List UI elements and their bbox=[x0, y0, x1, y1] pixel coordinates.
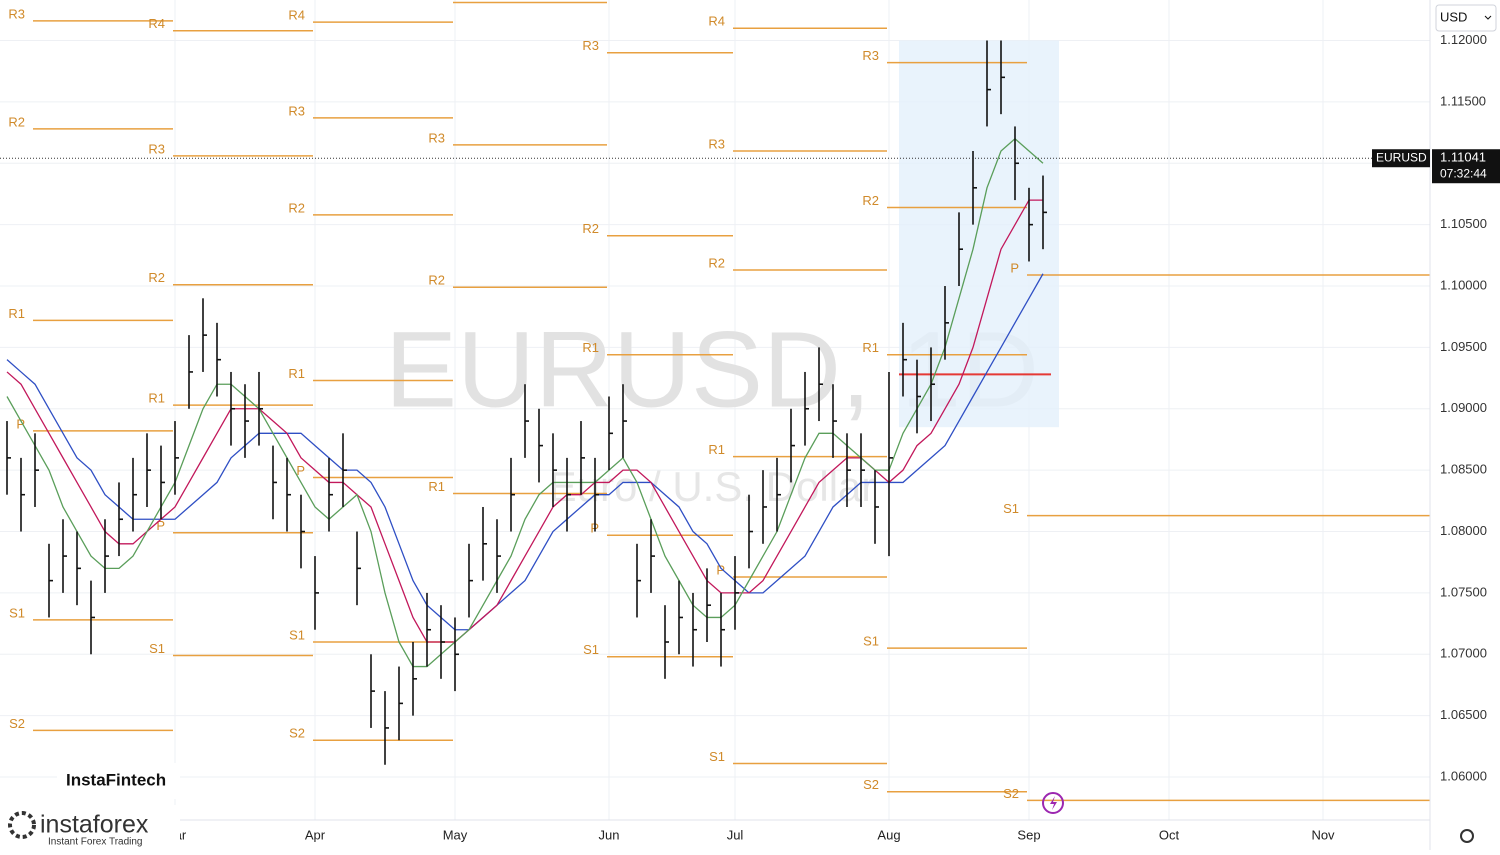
y-tick-label: 1.09000 bbox=[1440, 400, 1487, 415]
pivot-label: R3 bbox=[862, 48, 879, 63]
volume-profile bbox=[899, 40, 1059, 428]
currency: USD bbox=[1440, 9, 1467, 24]
y-tick-label: 1.11500 bbox=[1440, 93, 1486, 108]
moving-average bbox=[6, 137, 1044, 668]
pivot-label: R1 bbox=[8, 306, 25, 321]
y-tick-label: 1.10500 bbox=[1440, 216, 1487, 231]
y-tick-label: 1.07000 bbox=[1440, 646, 1487, 661]
x-tick-label: Apr bbox=[305, 827, 326, 842]
logo-icon bbox=[8, 811, 36, 839]
pivot-label: S2 bbox=[863, 777, 879, 792]
pivot-label: R2 bbox=[288, 200, 305, 215]
pivot-label: R1 bbox=[288, 366, 305, 381]
pivot-label: S1 bbox=[289, 627, 305, 642]
pivot-label: S1 bbox=[149, 641, 165, 656]
pivot-label: P bbox=[156, 518, 165, 533]
pivot-label: R1 bbox=[708, 442, 725, 457]
pivot-label: R2 bbox=[582, 221, 599, 236]
pivot-label: R2 bbox=[428, 273, 445, 288]
plot: R3 R2 R1 P S1 S2 R4 R3 R2 R1 P S1 R4 R3 R2 R1 P S1 S2 R4 R3 R… bbox=[0, 0, 1430, 802]
pivot-label: S1 bbox=[863, 634, 879, 649]
symbol-tag bbox=[1372, 149, 1430, 168]
countdown: 07:32:44 bbox=[1440, 166, 1487, 180]
pivot-label: P bbox=[1010, 260, 1019, 275]
x-tick-label: Aug bbox=[877, 827, 900, 842]
pivot-label: P bbox=[296, 463, 305, 478]
symbol-label: EURUSD bbox=[1376, 150, 1427, 164]
event-icon[interactable] bbox=[1042, 792, 1064, 814]
y-tick-label: 1.10000 bbox=[1440, 277, 1487, 292]
pivot-label: R1 bbox=[582, 340, 599, 355]
brand: InstaFintech bbox=[66, 770, 166, 789]
pivot-label: R2 bbox=[862, 193, 879, 208]
pivot-label: S2 bbox=[1003, 786, 1019, 801]
pivot-label: R2 bbox=[8, 114, 25, 129]
moving-average bbox=[6, 273, 1044, 631]
pivot-label: R3 bbox=[708, 136, 725, 151]
pivot-label: P bbox=[16, 416, 25, 431]
x-tick-label: Jun bbox=[599, 827, 620, 842]
pivot-label: R2 bbox=[708, 255, 725, 270]
pivot-label: R4 bbox=[708, 14, 725, 29]
pivot-label: S2 bbox=[9, 716, 25, 731]
pivot-label: R3 bbox=[288, 103, 305, 118]
y-tick-label: 1.12000 bbox=[1440, 32, 1487, 47]
y-tick-label: 1.07500 bbox=[1440, 584, 1487, 599]
pivot-label: S2 bbox=[289, 726, 305, 741]
pivot-label: R4 bbox=[288, 8, 305, 23]
pivot-label: R4 bbox=[428, 0, 445, 3]
price-tag bbox=[1432, 149, 1500, 184]
x-tick-label: May bbox=[443, 827, 468, 842]
watermark-sub: Euro / U.S. Dollar bbox=[549, 463, 876, 510]
pivot-label: S1 bbox=[9, 605, 25, 620]
currency-select[interactable] bbox=[1435, 4, 1497, 32]
y-tick-label: 1.06000 bbox=[1440, 768, 1487, 783]
x-tick-label: Nov bbox=[1311, 827, 1335, 842]
axes: 1.06000 1.06500 1.07000 1.07500 1.08000 1.085… bbox=[164, 32, 1500, 842]
pivot-label: R1 bbox=[148, 391, 165, 406]
dropdown-arrow bbox=[1484, 15, 1492, 20]
pivot-label: R1 bbox=[862, 340, 879, 355]
pivot-label: R4 bbox=[148, 16, 165, 31]
pivot-label: R3 bbox=[428, 130, 445, 145]
y-tick-label: 1.08500 bbox=[1440, 462, 1487, 477]
logo: instaforex bbox=[40, 811, 149, 839]
pivot-label: R1 bbox=[428, 479, 445, 494]
brand-box bbox=[57, 763, 180, 799]
grid bbox=[0, 0, 1430, 820]
pivot-label: R3 bbox=[582, 38, 599, 53]
y-tick-label: 1.08000 bbox=[1440, 523, 1487, 538]
pivot-label: R2 bbox=[148, 270, 165, 285]
y-tick-label: 1.06500 bbox=[1440, 707, 1487, 722]
pivot-label: R3 bbox=[8, 6, 25, 21]
price-label: 1.11041 bbox=[1440, 150, 1486, 165]
pivot-label: S1 bbox=[709, 749, 725, 764]
logo-box bbox=[0, 805, 180, 850]
pivot-label: R3 bbox=[148, 141, 165, 156]
x-tick-label: Jul bbox=[727, 827, 744, 842]
pivot-label: S1 bbox=[583, 642, 599, 657]
y-tick-label: 1.09500 bbox=[1440, 339, 1487, 354]
event-bolt bbox=[1050, 796, 1057, 810]
x-tick-label: Oct bbox=[1159, 827, 1180, 842]
x-tick-label: Sep bbox=[1017, 827, 1040, 842]
pivot-label: P bbox=[716, 562, 725, 577]
pivot-label: S1 bbox=[1003, 501, 1019, 516]
settings-icon[interactable] bbox=[1460, 829, 1474, 843]
logo-sub: Instant Forex Trading bbox=[48, 837, 143, 848]
